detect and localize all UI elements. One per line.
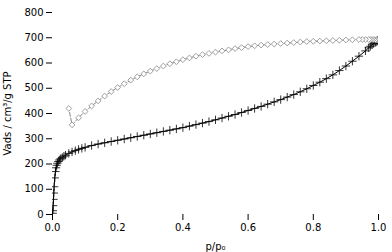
svg-text:0.8: 0.8: [305, 222, 321, 233]
svg-text:800: 800: [24, 7, 43, 18]
svg-text:0: 0: [37, 209, 43, 220]
svg-text:0.2: 0.2: [110, 222, 126, 233]
svg-text:Vads / cm³/g STP: Vads / cm³/g STP: [2, 71, 13, 155]
svg-text:500: 500: [24, 82, 43, 93]
svg-text:300: 300: [24, 133, 43, 144]
svg-text:600: 600: [24, 57, 43, 68]
svg-text:0.0: 0.0: [45, 222, 61, 233]
svg-text:p/p₀: p/p₀: [205, 241, 225, 252]
svg-text:100: 100: [24, 183, 43, 194]
svg-text:0.6: 0.6: [240, 222, 256, 233]
svg-text:0.4: 0.4: [175, 222, 191, 233]
svg-text:200: 200: [24, 158, 43, 169]
svg-text:700: 700: [24, 32, 43, 43]
svg-text:400: 400: [24, 108, 43, 119]
svg-text:1.0: 1.0: [371, 222, 387, 233]
